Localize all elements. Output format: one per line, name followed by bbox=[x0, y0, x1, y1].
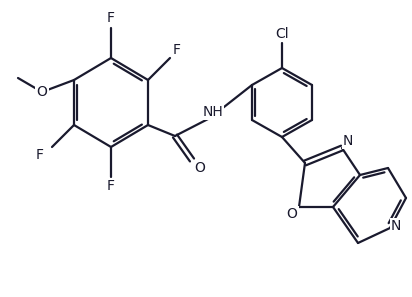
Text: F: F bbox=[107, 179, 115, 193]
Text: O: O bbox=[287, 207, 297, 221]
Text: O: O bbox=[194, 161, 206, 175]
Text: N: N bbox=[391, 219, 401, 233]
Text: F: F bbox=[173, 43, 181, 57]
Text: N: N bbox=[343, 134, 353, 148]
Text: F: F bbox=[107, 11, 115, 25]
Text: NH: NH bbox=[203, 105, 223, 119]
Text: F: F bbox=[36, 148, 44, 162]
Text: O: O bbox=[37, 85, 47, 99]
Text: Cl: Cl bbox=[275, 27, 289, 41]
